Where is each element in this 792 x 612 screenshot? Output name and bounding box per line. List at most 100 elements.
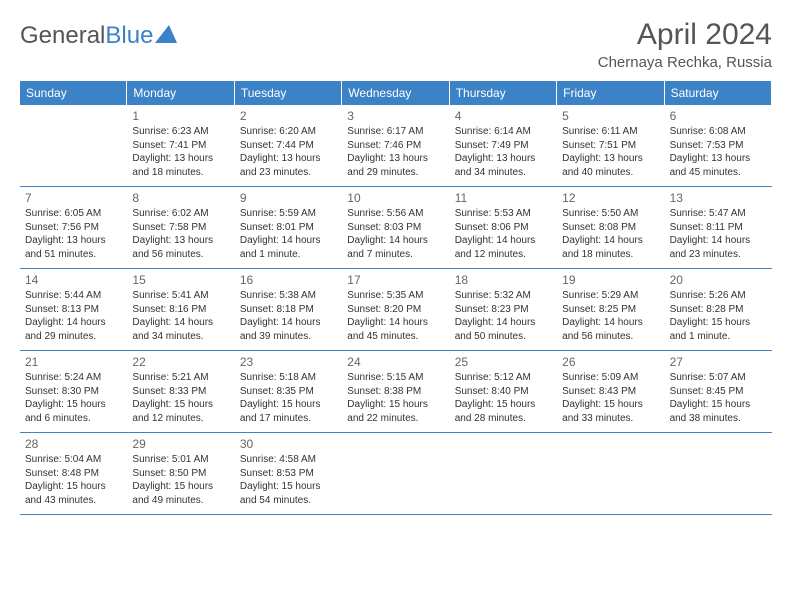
calendar-cell: 13Sunrise: 5:47 AMSunset: 8:11 PMDayligh… (665, 187, 772, 269)
calendar-cell: 27Sunrise: 5:07 AMSunset: 8:45 PMDayligh… (665, 351, 772, 433)
sunset-text: Sunset: 8:40 PM (455, 385, 552, 399)
day-number: 5 (562, 108, 659, 124)
sunrise-text: Sunrise: 5:12 AM (455, 371, 552, 385)
weekday-header: Wednesday (342, 81, 449, 105)
sunset-text: Sunset: 8:53 PM (240, 467, 337, 481)
calendar-cell: 23Sunrise: 5:18 AMSunset: 8:35 PMDayligh… (235, 351, 342, 433)
sunrise-text: Sunrise: 6:08 AM (670, 125, 767, 139)
sunset-text: Sunset: 7:46 PM (347, 139, 444, 153)
calendar-cell (665, 433, 772, 515)
sunset-text: Sunset: 8:23 PM (455, 303, 552, 317)
sunrise-text: Sunrise: 5:29 AM (562, 289, 659, 303)
daylight-text: Daylight: 15 hours and 43 minutes. (25, 480, 122, 507)
calendar-cell (450, 433, 557, 515)
daylight-text: Daylight: 14 hours and 39 minutes. (240, 316, 337, 343)
sunset-text: Sunset: 7:51 PM (562, 139, 659, 153)
day-number: 23 (240, 354, 337, 370)
daylight-text: Daylight: 14 hours and 18 minutes. (562, 234, 659, 261)
daylight-text: Daylight: 14 hours and 56 minutes. (562, 316, 659, 343)
day-number: 16 (240, 272, 337, 288)
calendar-cell: 9Sunrise: 5:59 AMSunset: 8:01 PMDaylight… (235, 187, 342, 269)
daylight-text: Daylight: 15 hours and 54 minutes. (240, 480, 337, 507)
sunrise-text: Sunrise: 5:59 AM (240, 207, 337, 221)
day-number: 13 (670, 190, 767, 206)
sunset-text: Sunset: 8:50 PM (132, 467, 229, 481)
sunrise-text: Sunrise: 5:01 AM (132, 453, 229, 467)
sunrise-text: Sunrise: 6:11 AM (562, 125, 659, 139)
daylight-text: Daylight: 14 hours and 12 minutes. (455, 234, 552, 261)
daylight-text: Daylight: 14 hours and 29 minutes. (25, 316, 122, 343)
daylight-text: Daylight: 14 hours and 23 minutes. (670, 234, 767, 261)
sunrise-text: Sunrise: 6:05 AM (25, 207, 122, 221)
sunrise-text: Sunrise: 5:41 AM (132, 289, 229, 303)
daylight-text: Daylight: 14 hours and 45 minutes. (347, 316, 444, 343)
triangle-icon (155, 22, 177, 50)
sunrise-text: Sunrise: 5:47 AM (670, 207, 767, 221)
daylight-text: Daylight: 15 hours and 28 minutes. (455, 398, 552, 425)
day-number: 24 (347, 354, 444, 370)
daylight-text: Daylight: 15 hours and 17 minutes. (240, 398, 337, 425)
daylight-text: Daylight: 14 hours and 7 minutes. (347, 234, 444, 261)
sunset-text: Sunset: 8:43 PM (562, 385, 659, 399)
calendar-cell: 4Sunrise: 6:14 AMSunset: 7:49 PMDaylight… (450, 105, 557, 187)
calendar-cell: 1Sunrise: 6:23 AMSunset: 7:41 PMDaylight… (127, 105, 234, 187)
day-number: 7 (25, 190, 122, 206)
calendar-cell: 5Sunrise: 6:11 AMSunset: 7:51 PMDaylight… (557, 105, 664, 187)
calendar-cell: 3Sunrise: 6:17 AMSunset: 7:46 PMDaylight… (342, 105, 449, 187)
header: GeneralBlue April 2024 Chernaya Rechka, … (20, 18, 772, 71)
calendar-cell: 29Sunrise: 5:01 AMSunset: 8:50 PMDayligh… (127, 433, 234, 515)
calendar-cell: 20Sunrise: 5:26 AMSunset: 8:28 PMDayligh… (665, 269, 772, 351)
sunset-text: Sunset: 7:53 PM (670, 139, 767, 153)
daylight-text: Daylight: 13 hours and 40 minutes. (562, 152, 659, 179)
sunrise-text: Sunrise: 5:04 AM (25, 453, 122, 467)
day-number: 2 (240, 108, 337, 124)
sunset-text: Sunset: 8:08 PM (562, 221, 659, 235)
day-number: 27 (670, 354, 767, 370)
day-number: 21 (25, 354, 122, 370)
day-number: 12 (562, 190, 659, 206)
calendar-cell (342, 433, 449, 515)
sunset-text: Sunset: 7:58 PM (132, 221, 229, 235)
weekday-header: Friday (557, 81, 664, 105)
calendar-cell: 17Sunrise: 5:35 AMSunset: 8:20 PMDayligh… (342, 269, 449, 351)
sunset-text: Sunset: 8:30 PM (25, 385, 122, 399)
daylight-text: Daylight: 14 hours and 34 minutes. (132, 316, 229, 343)
sunset-text: Sunset: 7:56 PM (25, 221, 122, 235)
month-title: April 2024 (598, 18, 772, 52)
calendar-cell (557, 433, 664, 515)
sunrise-text: Sunrise: 6:23 AM (132, 125, 229, 139)
sunrise-text: Sunrise: 5:21 AM (132, 371, 229, 385)
daylight-text: Daylight: 15 hours and 38 minutes. (670, 398, 767, 425)
daylight-text: Daylight: 14 hours and 1 minute. (240, 234, 337, 261)
sunrise-text: Sunrise: 5:56 AM (347, 207, 444, 221)
daylight-text: Daylight: 15 hours and 22 minutes. (347, 398, 444, 425)
calendar-cell: 28Sunrise: 5:04 AMSunset: 8:48 PMDayligh… (20, 433, 127, 515)
day-number: 4 (455, 108, 552, 124)
daylight-text: Daylight: 15 hours and 49 minutes. (132, 480, 229, 507)
calendar-cell: 22Sunrise: 5:21 AMSunset: 8:33 PMDayligh… (127, 351, 234, 433)
calendar-cell: 30Sunrise: 4:58 AMSunset: 8:53 PMDayligh… (235, 433, 342, 515)
sunrise-text: Sunrise: 5:53 AM (455, 207, 552, 221)
sunset-text: Sunset: 8:28 PM (670, 303, 767, 317)
sunrise-text: Sunrise: 5:07 AM (670, 371, 767, 385)
sunrise-text: Sunrise: 5:15 AM (347, 371, 444, 385)
sunset-text: Sunset: 7:41 PM (132, 139, 229, 153)
sunrise-text: Sunrise: 6:17 AM (347, 125, 444, 139)
sunrise-text: Sunrise: 5:26 AM (670, 289, 767, 303)
daylight-text: Daylight: 15 hours and 12 minutes. (132, 398, 229, 425)
day-number: 9 (240, 190, 337, 206)
daylight-text: Daylight: 13 hours and 23 minutes. (240, 152, 337, 179)
sunrise-text: Sunrise: 5:09 AM (562, 371, 659, 385)
daylight-text: Daylight: 15 hours and 6 minutes. (25, 398, 122, 425)
day-number: 14 (25, 272, 122, 288)
day-number: 15 (132, 272, 229, 288)
day-number: 17 (347, 272, 444, 288)
logo-text-gray: General (20, 22, 105, 50)
calendar-grid: SundayMondayTuesdayWednesdayThursdayFrid… (20, 81, 772, 515)
day-number: 18 (455, 272, 552, 288)
calendar-cell: 19Sunrise: 5:29 AMSunset: 8:25 PMDayligh… (557, 269, 664, 351)
daylight-text: Daylight: 15 hours and 33 minutes. (562, 398, 659, 425)
calendar-cell: 8Sunrise: 6:02 AMSunset: 7:58 PMDaylight… (127, 187, 234, 269)
daylight-text: Daylight: 15 hours and 1 minute. (670, 316, 767, 343)
daylight-text: Daylight: 13 hours and 34 minutes. (455, 152, 552, 179)
